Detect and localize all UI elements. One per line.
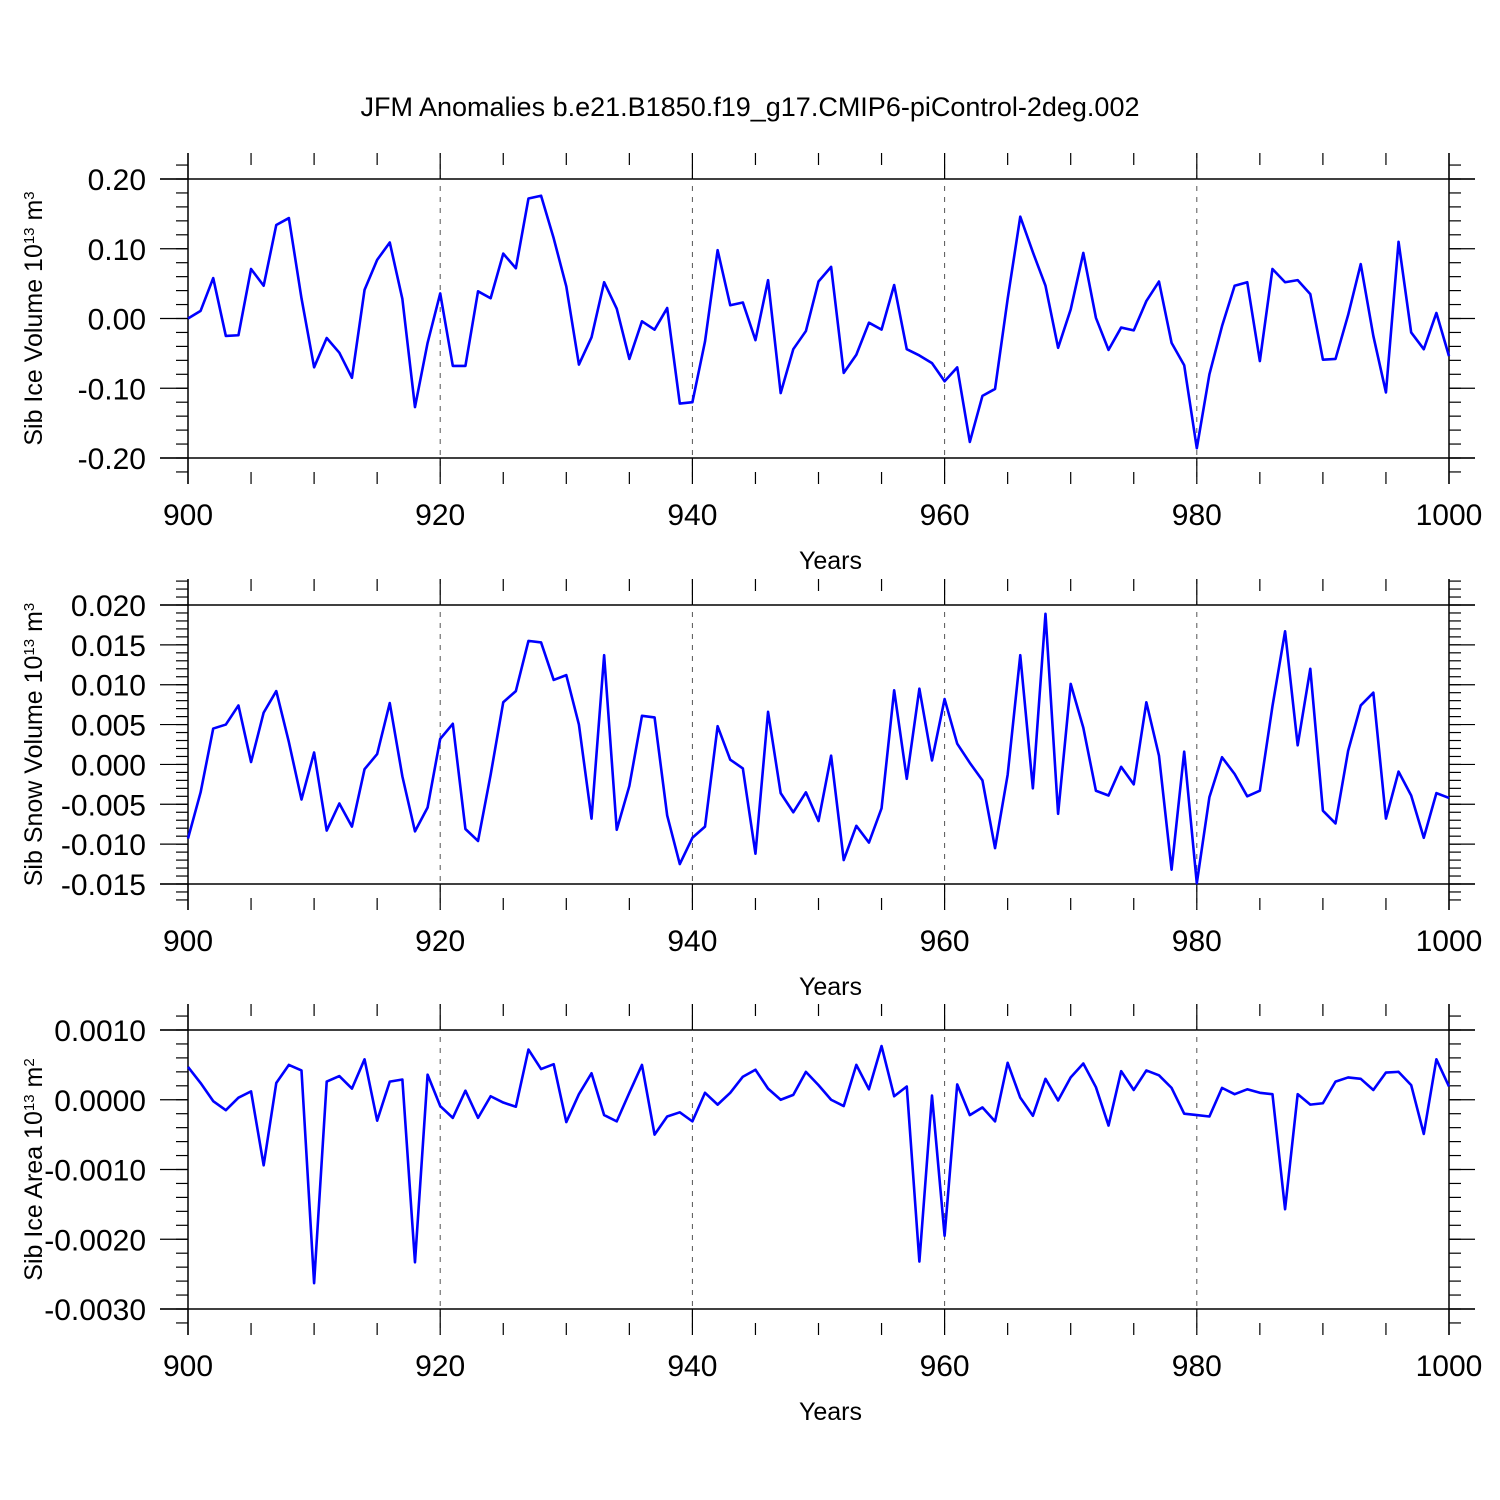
y-tick-label: -0.010 bbox=[61, 829, 146, 862]
y-axis-label-part: Sib Ice Area 10 bbox=[20, 1111, 48, 1281]
x-tick-label: 960 bbox=[920, 925, 970, 958]
y-axis-label-superscript: 13 bbox=[21, 227, 38, 244]
y-tick-label: 0.20 bbox=[88, 164, 146, 197]
y-tick-label: 0.0010 bbox=[54, 1015, 146, 1048]
series-line bbox=[186, 612, 1450, 885]
y-tick-label: 0.10 bbox=[88, 234, 146, 267]
y-axis-label: Sib Snow Volume 1013 m3 bbox=[20, 603, 48, 887]
y-tick-label: 0.020 bbox=[71, 590, 146, 623]
y-tick-label: 0.010 bbox=[71, 670, 146, 703]
y-axis-label-superscript: 13 bbox=[21, 639, 38, 656]
x-tick-label: 920 bbox=[415, 1350, 465, 1383]
x-tick-label: 1000 bbox=[1416, 1350, 1483, 1383]
x-tick-label: 980 bbox=[1172, 499, 1222, 532]
y-axis-label-superscript: 13 bbox=[21, 1094, 38, 1111]
y-tick-label: -0.015 bbox=[61, 869, 146, 902]
y-tick-label: 0.000 bbox=[71, 749, 146, 782]
x-tick-label: 900 bbox=[163, 499, 213, 532]
panel-3: -0.0030 -0.0020 -0.0010 0.0000 0.0010 900 920 9… bbox=[20, 1004, 1482, 1426]
y-tick-label: -0.20 bbox=[78, 443, 146, 476]
x-tick-label: 900 bbox=[163, 1350, 213, 1383]
x-tick-label: 980 bbox=[1172, 1350, 1222, 1383]
y-axis-label-part: m bbox=[20, 200, 48, 228]
x-tick-label: 980 bbox=[1172, 925, 1222, 958]
y-tick-label: -0.0030 bbox=[44, 1294, 146, 1327]
x-tick-label: 900 bbox=[163, 925, 213, 958]
chart-panels: -0.20 -0.10 0.00 0.10 0.20 900 920 940 960 980 100… bbox=[20, 153, 1482, 1426]
x-tick-label: 1000 bbox=[1416, 925, 1483, 958]
y-axis-label-part: m bbox=[20, 611, 48, 639]
y-tick-label: -0.0020 bbox=[44, 1224, 146, 1257]
x-tick-label: 940 bbox=[667, 499, 717, 532]
y-tick-label: -0.10 bbox=[78, 373, 146, 406]
panel-1: -0.20 -0.10 0.00 0.10 0.20 900 920 940 960 980 100… bbox=[20, 153, 1482, 575]
x-tick-label: 1000 bbox=[1416, 499, 1483, 532]
y-tick-label: -0.0010 bbox=[44, 1155, 146, 1188]
y-axis-label: Sib Ice Area 1013 m2 bbox=[20, 1058, 48, 1280]
x-axis-label: Years bbox=[799, 1398, 862, 1426]
chart-title: JFM Anomalies b.e21.B1850.f19_g17.CMIP6-… bbox=[361, 92, 1140, 122]
y-tick-label: 0.00 bbox=[88, 304, 146, 337]
x-tick-label: 940 bbox=[667, 1350, 717, 1383]
y-tick-label: 0.015 bbox=[71, 630, 146, 663]
y-axis-label-superscript: 3 bbox=[21, 603, 38, 611]
x-axis-label: Years bbox=[799, 973, 862, 1001]
panel-2: -0.015 -0.010 -0.005 0.000 0.005 0.010 0.015 0.… bbox=[20, 579, 1482, 1001]
x-axis-label: Years bbox=[799, 547, 862, 575]
x-tick-label: 960 bbox=[920, 1350, 970, 1383]
series-line bbox=[186, 1044, 1451, 1285]
y-axis-label-part: Sib Snow Volume 10 bbox=[20, 656, 48, 887]
y-axis-label-part: Sib Ice Volume 10 bbox=[20, 244, 48, 446]
x-tick-label: 960 bbox=[920, 499, 970, 532]
y-axis-label: Sib Ice Volume 1013 m3 bbox=[20, 191, 48, 445]
y-axis-label-part: m bbox=[20, 1067, 48, 1095]
series-line bbox=[187, 194, 1451, 450]
y-tick-label: -0.005 bbox=[61, 789, 146, 822]
y-tick-label: 0.0000 bbox=[54, 1085, 146, 1118]
y-axis-label-superscript: 3 bbox=[21, 191, 38, 199]
x-tick-label: 940 bbox=[667, 925, 717, 958]
y-axis-label-superscript: 2 bbox=[21, 1058, 38, 1066]
y-tick-label: 0.005 bbox=[71, 710, 146, 743]
x-tick-label: 920 bbox=[415, 499, 465, 532]
x-tick-label: 920 bbox=[415, 925, 465, 958]
